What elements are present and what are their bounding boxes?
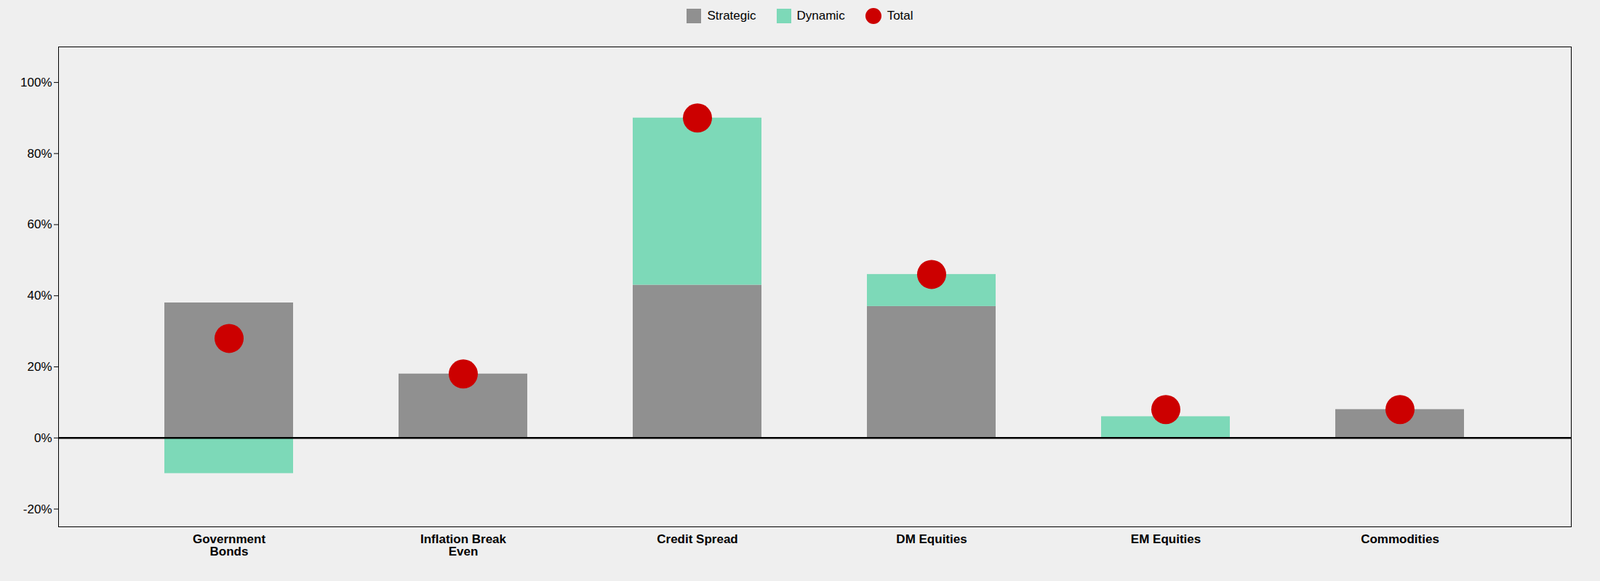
svg-text:100%: 100% bbox=[20, 75, 52, 90]
svg-text:60%: 60% bbox=[26, 217, 52, 232]
svg-text:DM Equities: DM Equities bbox=[896, 532, 967, 547]
svg-text:EM Equities: EM Equities bbox=[1130, 532, 1201, 547]
svg-text:0%: 0% bbox=[34, 431, 53, 446]
svg-text:-20%: -20% bbox=[23, 501, 53, 516]
svg-text:Credit Spread: Credit Spread bbox=[656, 532, 738, 547]
html-text:Strategic: Strategic bbox=[707, 8, 756, 23]
svg-text:20%: 20% bbox=[26, 360, 52, 374]
svg-text:GovernmentBonds: GovernmentBonds bbox=[192, 532, 266, 559]
svg-text:80%: 80% bbox=[26, 146, 52, 161]
html-text:Dynamic: Dynamic bbox=[796, 8, 845, 23]
svg-text:Commodities: Commodities bbox=[1360, 532, 1440, 547]
svg-text:Inflation BreakEven: Inflation BreakEven bbox=[420, 532, 507, 559]
html-text:Total: Total bbox=[886, 8, 914, 23]
svg-text:40%: 40% bbox=[26, 288, 52, 303]
